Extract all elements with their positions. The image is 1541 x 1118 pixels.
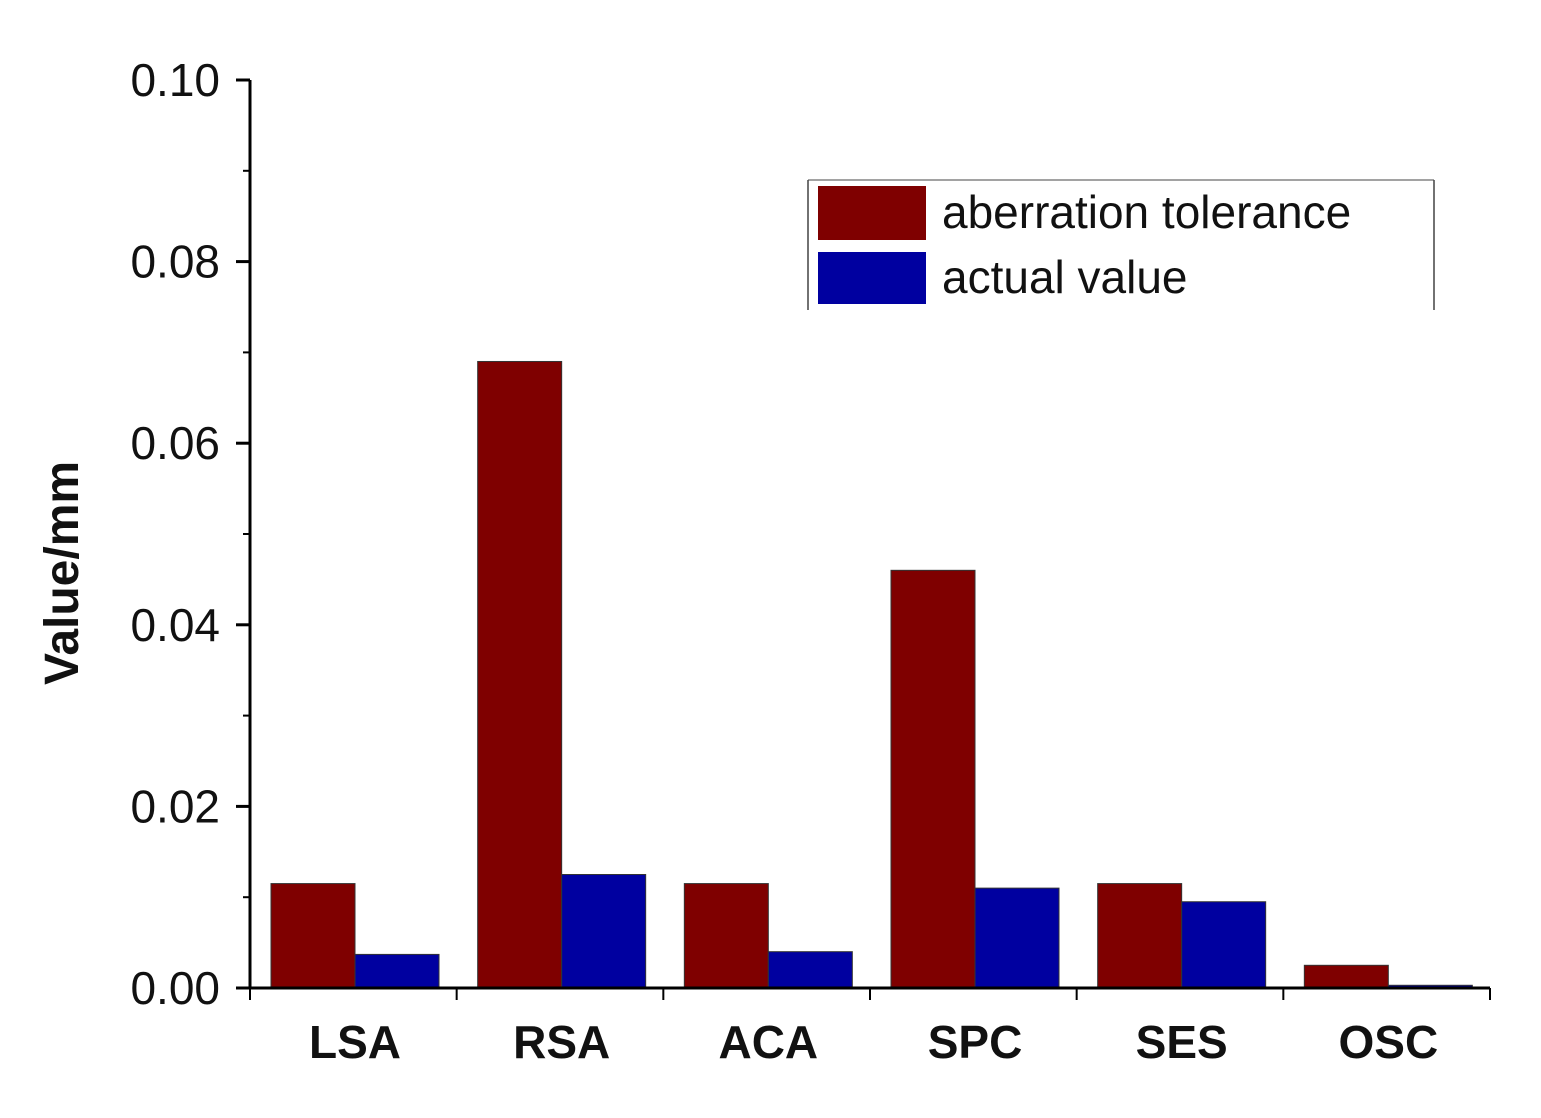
x-ticks: LSA RSA ACA SPC SES OSC: [249, 988, 1491, 1068]
y-tick-label: 0.00: [130, 962, 220, 1014]
bars-layer: [270, 360, 1473, 989]
bar-lsa-aberration-tolerance: [270, 883, 356, 989]
bar-rsa-aberration-tolerance: [477, 360, 563, 989]
y-tick-label: 0.06: [130, 417, 220, 469]
bar-aca-aberration-tolerance: [683, 883, 769, 989]
x-tick-label-rsa: RSA: [513, 1016, 610, 1068]
y-tick-label: 0.04: [130, 599, 220, 651]
x-tick-label-aca: ACA: [718, 1016, 818, 1068]
y-tick-label: 0.10: [130, 54, 220, 106]
bar-lsa-actual-value: [354, 953, 440, 989]
bar-spc-actual-value: [974, 887, 1060, 989]
x-tick-label-spc: SPC: [928, 1016, 1023, 1068]
legend: aberration tolerance actual value: [807, 179, 1435, 310]
legend-swatch-aberration-tolerance: [818, 186, 926, 240]
bar-aca-actual-value: [767, 951, 853, 989]
y-axis-label: Value/mm: [36, 461, 89, 685]
bar-spc-aberration-tolerance: [890, 569, 976, 989]
x-tick-label-lsa: LSA: [309, 1016, 401, 1068]
legend-swatch-actual-value: [818, 252, 926, 304]
legend-label-actual-value: actual value: [942, 251, 1188, 303]
y-tick-label: 0.02: [130, 780, 220, 832]
y-tick-label: 0.08: [130, 236, 220, 288]
bar-ses-aberration-tolerance: [1097, 883, 1183, 989]
legend-label-aberration-tolerance: aberration tolerance: [942, 186, 1351, 238]
bar-ses-actual-value: [1181, 901, 1267, 989]
x-tick-label-osc: OSC: [1338, 1016, 1438, 1068]
bar-osc-aberration-tolerance: [1303, 964, 1389, 989]
x-tick-label-ses: SES: [1136, 1016, 1228, 1068]
y-ticks: 0.00 0.02 0.04 0.06 0.08 0.10: [130, 54, 250, 1014]
bar-rsa-actual-value: [561, 874, 647, 989]
